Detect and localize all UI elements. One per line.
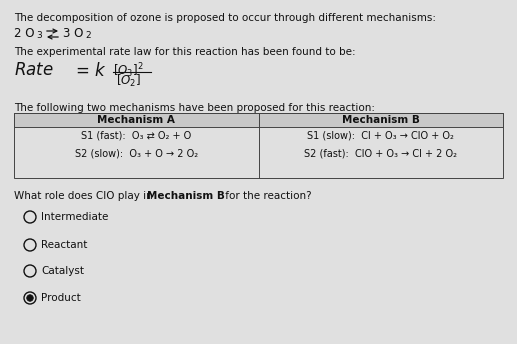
Text: S1 (slow):  Cl + O₃ → ClO + O₂: S1 (slow): Cl + O₃ → ClO + O₂: [307, 131, 454, 141]
Text: 2 O: 2 O: [14, 27, 35, 40]
Text: S2 (slow):  O₃ + O → 2 O₂: S2 (slow): O₃ + O → 2 O₂: [74, 148, 198, 158]
Text: Reactant: Reactant: [41, 240, 87, 250]
Bar: [258, 113, 503, 127]
Text: Mechanism B: Mechanism B: [342, 115, 420, 125]
Bar: [14, 113, 503, 178]
Text: $k$: $k$: [94, 62, 106, 80]
Text: 2: 2: [85, 31, 90, 40]
Text: 3: 3: [36, 31, 42, 40]
Text: The experimental rate law for this reaction has been found to be:: The experimental rate law for this react…: [14, 47, 356, 57]
Text: $=$: $=$: [72, 62, 89, 79]
Text: 3 O: 3 O: [63, 27, 83, 40]
Text: S1 (fast):  O₃ ⇄ O₂ + O: S1 (fast): O₃ ⇄ O₂ + O: [81, 131, 191, 141]
Text: $[O_2]$: $[O_2]$: [116, 73, 141, 89]
Text: Product: Product: [41, 293, 81, 303]
Text: Catalyst: Catalyst: [41, 266, 84, 276]
Text: $[O_3]^2$: $[O_3]^2$: [113, 61, 144, 80]
Bar: [14, 113, 258, 127]
Text: Mechanism B: Mechanism B: [147, 191, 225, 201]
Text: for the reaction?: for the reaction?: [222, 191, 312, 201]
Text: The following two mechanisms have been proposed for this reaction:: The following two mechanisms have been p…: [14, 103, 375, 113]
Circle shape: [27, 295, 33, 301]
Text: What role does ClO play in: What role does ClO play in: [14, 191, 156, 201]
Text: The decomposition of ozone is proposed to occur through different mechanisms:: The decomposition of ozone is proposed t…: [14, 13, 436, 23]
Text: S2 (fast):  ClO + O₃ → Cl + 2 O₂: S2 (fast): ClO + O₃ → Cl + 2 O₂: [304, 148, 457, 158]
Text: Intermediate: Intermediate: [41, 212, 109, 222]
Text: $\mathit{Rate}$: $\mathit{Rate}$: [14, 62, 54, 79]
Text: Mechanism A: Mechanism A: [97, 115, 175, 125]
